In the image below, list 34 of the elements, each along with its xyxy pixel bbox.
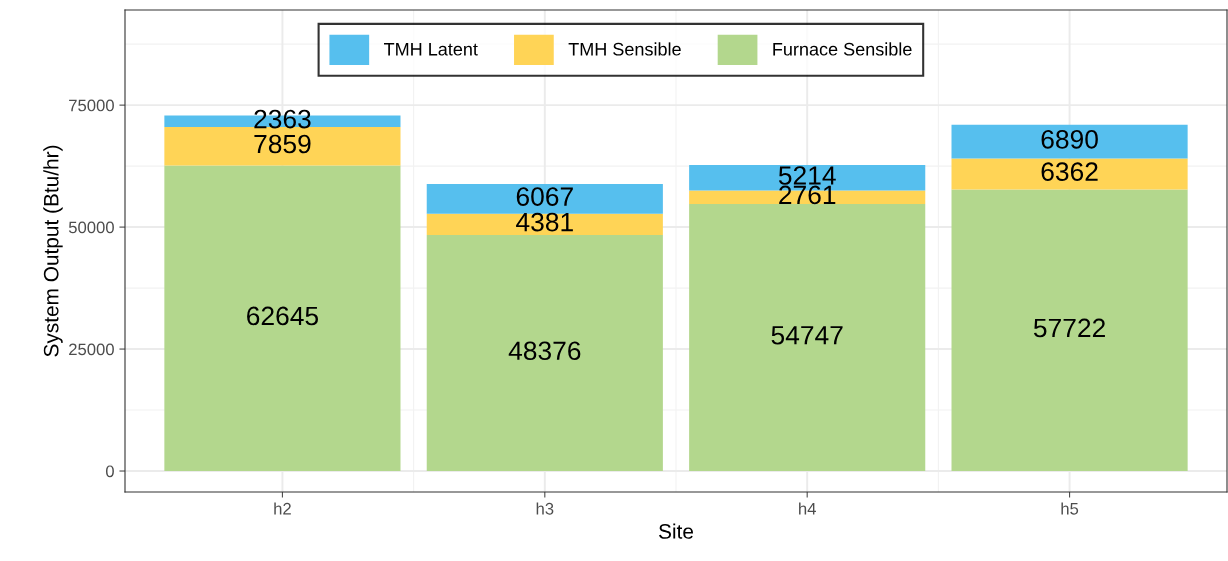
x-axis-title: Site: [659, 523, 694, 539]
bar: [689, 203, 926, 472]
data-label: 48376: [508, 341, 581, 361]
bar: [951, 124, 1188, 159]
data-label: 2363: [254, 109, 311, 129]
data-label: 4381: [516, 212, 573, 232]
x-tick-label: h5: [1061, 502, 1079, 515]
data-label: 2761: [779, 185, 836, 205]
data-label: 57722: [1033, 318, 1105, 338]
y-tick-label: 50000: [68, 221, 114, 234]
y-tick-label: 25000: [69, 343, 114, 356]
bar: [426, 184, 663, 214]
data-label: 6067: [516, 187, 573, 206]
data-label: 54747: [771, 326, 843, 345]
bar: [426, 213, 663, 236]
data-label: 6890: [1041, 129, 1098, 149]
legend-label: TMH Latent: [384, 43, 478, 56]
bar: [951, 189, 1188, 472]
y-axis-title: System Output (Btu/hr): [43, 145, 63, 357]
bar: [164, 127, 401, 166]
legend-label: TMH Sensible: [568, 42, 681, 56]
data-label: 62645: [247, 306, 319, 326]
data-label: 6362: [1041, 162, 1098, 181]
bar: [164, 165, 401, 472]
y-tick-label: 75000: [69, 99, 114, 112]
bar: [951, 158, 1188, 190]
x-tick-label: h3: [536, 502, 554, 515]
y-tick-label: 0: [105, 465, 114, 478]
legend-label: Furnace Sensible: [773, 42, 912, 56]
data-label: 7859: [254, 134, 311, 154]
data-label: 5214: [778, 166, 836, 185]
x-tick-label: h2: [274, 502, 291, 515]
x-tick-label: h4: [799, 502, 816, 515]
bar: [426, 235, 663, 472]
